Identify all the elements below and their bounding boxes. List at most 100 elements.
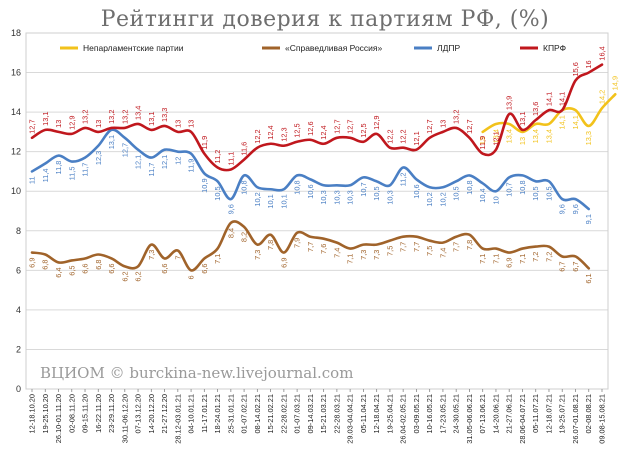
x-tick-label: 02-08.08.21	[584, 394, 593, 433]
data-label-ldpr: 11,7	[81, 163, 90, 177]
x-tick-label: 09-14.03.21	[306, 394, 315, 433]
data-label-sr: 7,3	[372, 250, 381, 260]
data-label-kprf: 11,6	[240, 142, 249, 156]
data-label-sr: 6,7	[571, 261, 580, 271]
data-label-nonparliamentary: 13,4	[505, 129, 514, 143]
x-tick-label: 03-09.05.21	[412, 394, 421, 433]
data-label-sr: 7,5	[385, 246, 394, 256]
x-tick-label: 19-25.10.20	[41, 394, 50, 433]
data-label-kprf: 12,5	[359, 123, 368, 137]
data-label-ldpr: 10,8	[518, 180, 527, 194]
data-label-sr: 7,4	[332, 248, 341, 258]
data-label-ldpr: 12	[173, 157, 182, 165]
data-label-nonparliamentary: 13	[478, 137, 487, 145]
x-tick-label: 12-18.07.21	[544, 394, 553, 433]
data-label-kprf: 13	[438, 120, 447, 128]
data-label-ldpr: 10,2	[425, 192, 434, 206]
legend: Непарламентские партии «Справедливая Росс…	[60, 43, 566, 53]
x-tick-label: 05-11.07.21	[531, 394, 540, 433]
data-label-nonparliamentary: 14,2	[598, 90, 607, 104]
data-label-ldpr: 12,7	[120, 143, 129, 157]
x-tick-label: 31.05-06.06.21	[465, 394, 474, 444]
y-tick-label: 6	[16, 265, 21, 275]
x-tick-label: 12-18.04.21	[372, 394, 381, 433]
legend-label-ldpr: ЛДПР	[437, 43, 460, 53]
data-label-ldpr: 10,3	[385, 190, 394, 204]
data-label-ldpr: 11,4	[41, 169, 50, 183]
y-tick-label: 8	[16, 226, 21, 236]
data-label-ldpr: 10,2	[438, 192, 447, 206]
x-tick-label: 01-07.02.21	[240, 394, 249, 433]
data-label-kprf: 12,9	[67, 115, 76, 129]
y-tick-label: 2	[16, 344, 21, 354]
data-label-kprf: 12,6	[306, 121, 315, 135]
data-label-kprf: 14,1	[544, 92, 553, 106]
data-label-sr: 7,1	[346, 254, 355, 264]
data-label-kprf: 13,4	[134, 106, 143, 120]
data-label-kprf: 12,2	[385, 129, 394, 143]
x-tick-label: 21-27.06.21	[505, 394, 514, 433]
data-label-sr: 7,8	[465, 240, 474, 250]
y-tick-label: 0	[16, 384, 21, 394]
data-label-sr: 6,9	[505, 258, 514, 268]
x-tick-label: 24-30.05.21	[452, 394, 461, 433]
data-label-ldpr: 10	[491, 196, 500, 204]
data-label-sr: 7,8	[266, 240, 275, 250]
data-label-sr: 6,6	[160, 263, 169, 273]
data-label-ldpr: 10,8	[465, 180, 474, 194]
data-label-ldpr: 10,5	[531, 186, 540, 200]
data-label-ldpr: 10,1	[266, 194, 275, 208]
data-label-kprf: 13,3	[160, 108, 169, 122]
data-label-ldpr: 10,5	[544, 186, 553, 200]
data-label-sr: 6,9	[279, 258, 288, 268]
data-label-ldpr: 9,6	[558, 204, 567, 214]
series-layer	[30, 63, 617, 272]
data-label-kprf: 13	[54, 120, 63, 128]
x-tick-label: 15-21.03.21	[319, 394, 328, 433]
x-tick-label: 30.11-06.12.20	[120, 394, 129, 443]
data-label-nonparliamentary: 13,4	[531, 129, 540, 143]
data-label-ldpr: 13,1	[107, 135, 116, 149]
x-tick-label: 16-22.11.20	[94, 394, 103, 433]
data-label-nonparliamentary: 14,1	[571, 115, 580, 129]
data-label-sr: 7,1	[213, 254, 222, 264]
series-line-kprf	[30, 63, 604, 172]
data-label-sr: 8,2	[240, 232, 249, 242]
data-label-ldpr: 10,5	[372, 186, 381, 200]
data-label-kprf: 11,1	[226, 152, 235, 166]
data-label-sr: 6	[187, 275, 196, 279]
data-label-ldpr: 10,2	[253, 192, 262, 206]
data-label-kprf: 12,4	[266, 125, 275, 139]
x-tick-label: 17-23.05.21	[438, 394, 447, 433]
y-tick-label: 14	[11, 107, 21, 117]
data-label-ldpr: 10,6	[306, 184, 315, 198]
data-label-ldpr: 10,7	[505, 182, 514, 196]
data-label-kprf: 12,1	[491, 131, 500, 145]
data-label-kprf: 13,6	[531, 102, 540, 116]
x-tick-label: 26.10-01.11.20	[54, 394, 63, 443]
x-tick-label: 12-18.10.20	[28, 394, 37, 433]
data-label-sr: 6,6	[107, 263, 116, 273]
data-label-kprf: 13	[187, 120, 196, 128]
data-label-ldpr: 9,6	[571, 204, 580, 214]
data-label-ldpr: 9,6	[226, 204, 235, 214]
data-label-ldpr: 11,7	[147, 163, 156, 177]
data-label-ldpr: 10,3	[346, 190, 355, 204]
x-tick-label: 14-20.12.20	[147, 394, 156, 433]
data-label-ldpr: 11	[28, 176, 37, 184]
data-label-sr: 7,7	[452, 242, 461, 252]
x-tick-labels: 12-18.10.20 19-25.10.20 26.10-01.11.20 02-0…	[28, 389, 607, 444]
data-labels: 13 13,4 13,4 13 13,4 13,4 14,1 14,1 13,3 14,2 14,9…	[28, 46, 620, 283]
data-label-sr: 7,1	[478, 254, 487, 264]
x-tick-label: 07-13.12.20	[134, 394, 143, 433]
data-label-sr: 7,9	[293, 238, 302, 248]
data-label-nonparliamentary: 13	[518, 137, 527, 145]
data-label-kprf: 12,7	[465, 119, 474, 133]
data-label-kprf: 13,1	[147, 112, 156, 126]
x-tick-label: 25-31.01.21	[226, 394, 235, 433]
plot-area-border	[25, 32, 609, 390]
gridlines	[26, 32, 608, 390]
data-label-ldpr: 10,3	[319, 190, 328, 204]
